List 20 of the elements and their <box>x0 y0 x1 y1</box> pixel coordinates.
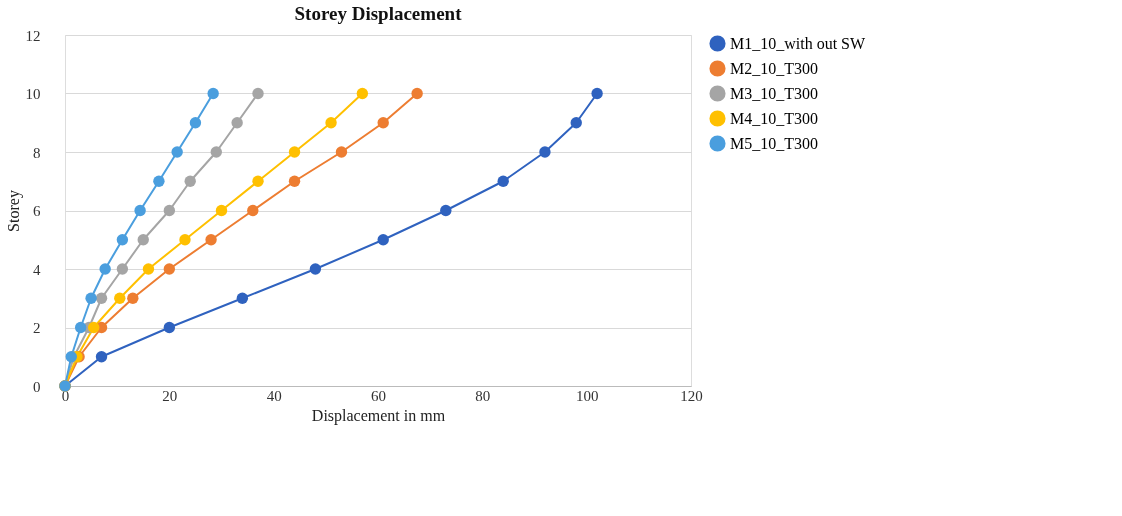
legend-label: M4_10_T300 <box>730 109 818 127</box>
y-tick-label: 12 <box>25 27 41 44</box>
legend-label: M3_10_T300 <box>730 84 818 102</box>
y-tick-label: 8 <box>33 144 41 161</box>
x-tick-label: 80 <box>475 387 491 404</box>
x-axis-title: Displacement in mm <box>311 406 446 425</box>
x-tick-label: 40 <box>266 387 282 404</box>
x-tick-label: 100 <box>575 387 599 404</box>
legend-label: M1_10_with out SW <box>730 34 867 52</box>
chart-title: Storey Displacement <box>294 3 463 24</box>
y-tick-label: 4 <box>33 261 41 278</box>
x-tick-label: 60 <box>371 387 386 404</box>
y-axis-title: Storey <box>4 190 23 232</box>
legend-label: M2_10_T300 <box>730 59 818 77</box>
x-tick-label: 120 <box>680 387 703 404</box>
legend-label: M5_10_T300 <box>730 134 818 152</box>
y-tick-label: 2 <box>33 320 41 336</box>
y-tick-label: 6 <box>33 203 41 219</box>
x-tick-label: 20 <box>162 387 178 404</box>
y-tick-label: 10 <box>25 86 41 102</box>
